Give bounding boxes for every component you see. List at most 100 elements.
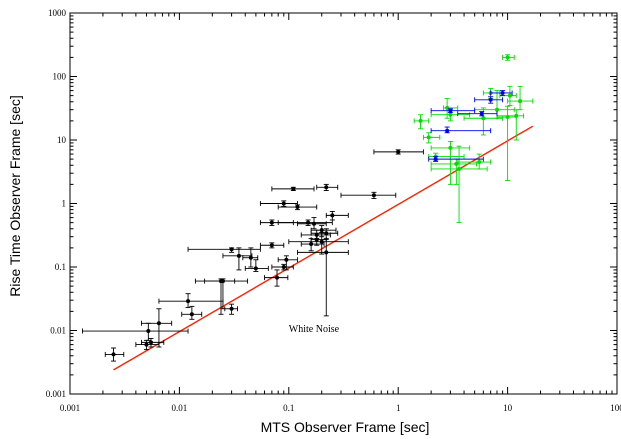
- point-marker: [230, 247, 234, 251]
- data-point: [278, 220, 332, 226]
- point-marker: [146, 329, 150, 333]
- data-point: [431, 141, 470, 184]
- point-marker: [284, 258, 288, 262]
- point-marker: [315, 238, 319, 242]
- point-marker: [275, 276, 279, 280]
- plot-frame: [70, 13, 617, 394]
- data-point: [195, 279, 247, 309]
- point-marker: [518, 99, 522, 103]
- data-point: [341, 192, 396, 198]
- point-marker: [419, 119, 423, 123]
- point-marker: [495, 108, 499, 112]
- data-point: [374, 149, 423, 154]
- annotation-white-noise: White Noise: [289, 324, 340, 335]
- point-marker: [427, 135, 431, 139]
- point-marker: [480, 112, 484, 116]
- point-marker: [186, 299, 190, 303]
- data-point: [414, 115, 429, 129]
- point-marker: [489, 98, 493, 102]
- x-axis-title: MTS Observer Frame [sec]: [261, 419, 430, 435]
- point-marker: [312, 222, 316, 226]
- data-point: [431, 127, 491, 133]
- point-marker: [506, 55, 510, 59]
- point-marker: [282, 202, 286, 206]
- point-marker: [445, 129, 449, 133]
- point-marker: [514, 114, 518, 118]
- point-marker: [157, 321, 161, 325]
- plot-border: [70, 13, 617, 394]
- data-point: [260, 243, 283, 248]
- data-point: [105, 348, 124, 361]
- point-marker: [270, 243, 274, 247]
- y-tick-label: 1000: [48, 8, 67, 18]
- data-point: [182, 306, 202, 319]
- series-0: [82, 149, 423, 361]
- x-tick-label: 0.001: [60, 403, 80, 413]
- point-marker: [320, 240, 324, 244]
- point-marker: [282, 265, 286, 269]
- point-marker: [324, 231, 328, 235]
- point-marker: [254, 266, 258, 270]
- point-marker: [237, 254, 241, 258]
- point-marker: [448, 146, 452, 150]
- point-marker: [324, 185, 328, 189]
- data-points-layer: [82, 55, 532, 361]
- point-marker: [324, 250, 328, 254]
- point-marker: [295, 205, 299, 209]
- point-marker: [448, 113, 452, 117]
- point-marker: [501, 91, 505, 95]
- data-point: [136, 340, 159, 349]
- data-point: [82, 323, 188, 340]
- point-marker: [372, 193, 376, 197]
- point-marker: [190, 312, 194, 316]
- point-marker: [230, 307, 234, 311]
- point-marker: [508, 94, 512, 98]
- data-point: [326, 211, 348, 220]
- point-marker: [144, 343, 148, 347]
- data-point: [317, 184, 338, 190]
- point-marker: [112, 352, 116, 356]
- x-tick-label: 0.01: [172, 403, 188, 413]
- x-tick-label: 10: [503, 403, 513, 413]
- y-tick-label: 0.01: [50, 326, 66, 336]
- data-point: [159, 294, 223, 308]
- x-tick-label: 0.1: [283, 403, 294, 413]
- data-point: [423, 133, 439, 143]
- y-tick-label: 100: [53, 72, 67, 82]
- axis-ticks: 0.001 0.01 0.1 1 10 100 0.001 0.01 0.1 1 10 100 1000: [46, 8, 621, 413]
- point-marker: [221, 279, 225, 283]
- data-point: [245, 260, 268, 272]
- point-marker: [291, 187, 295, 191]
- series-2: [429, 90, 512, 161]
- y-tick-label: 1: [62, 199, 67, 209]
- y-tick-label: 0.001: [46, 389, 66, 399]
- data-point: [297, 240, 348, 316]
- y-tick-label: 0.1: [55, 262, 66, 272]
- point-marker: [309, 242, 313, 246]
- data-point: [497, 110, 524, 140]
- point-marker: [434, 157, 438, 161]
- x-tick-label: 100: [610, 403, 621, 413]
- point-marker: [396, 150, 400, 154]
- point-marker: [481, 116, 485, 120]
- y-tick-label: 10: [57, 135, 67, 145]
- data-point: [272, 264, 293, 270]
- data-point: [475, 97, 503, 103]
- point-marker: [457, 167, 461, 171]
- data-point: [225, 304, 238, 314]
- data-point: [508, 86, 533, 109]
- data-point: [497, 106, 516, 180]
- point-marker: [249, 256, 253, 260]
- data-point: [431, 108, 475, 113]
- data-point: [223, 248, 252, 270]
- point-marker: [448, 109, 452, 113]
- data-point: [141, 309, 171, 347]
- point-marker: [330, 213, 334, 217]
- annotations-layer: White Noise: [289, 324, 340, 335]
- point-marker: [320, 228, 324, 232]
- x-tick-label: 1: [396, 403, 401, 413]
- point-marker: [270, 221, 274, 225]
- point-marker: [477, 160, 481, 164]
- point-marker: [149, 340, 153, 344]
